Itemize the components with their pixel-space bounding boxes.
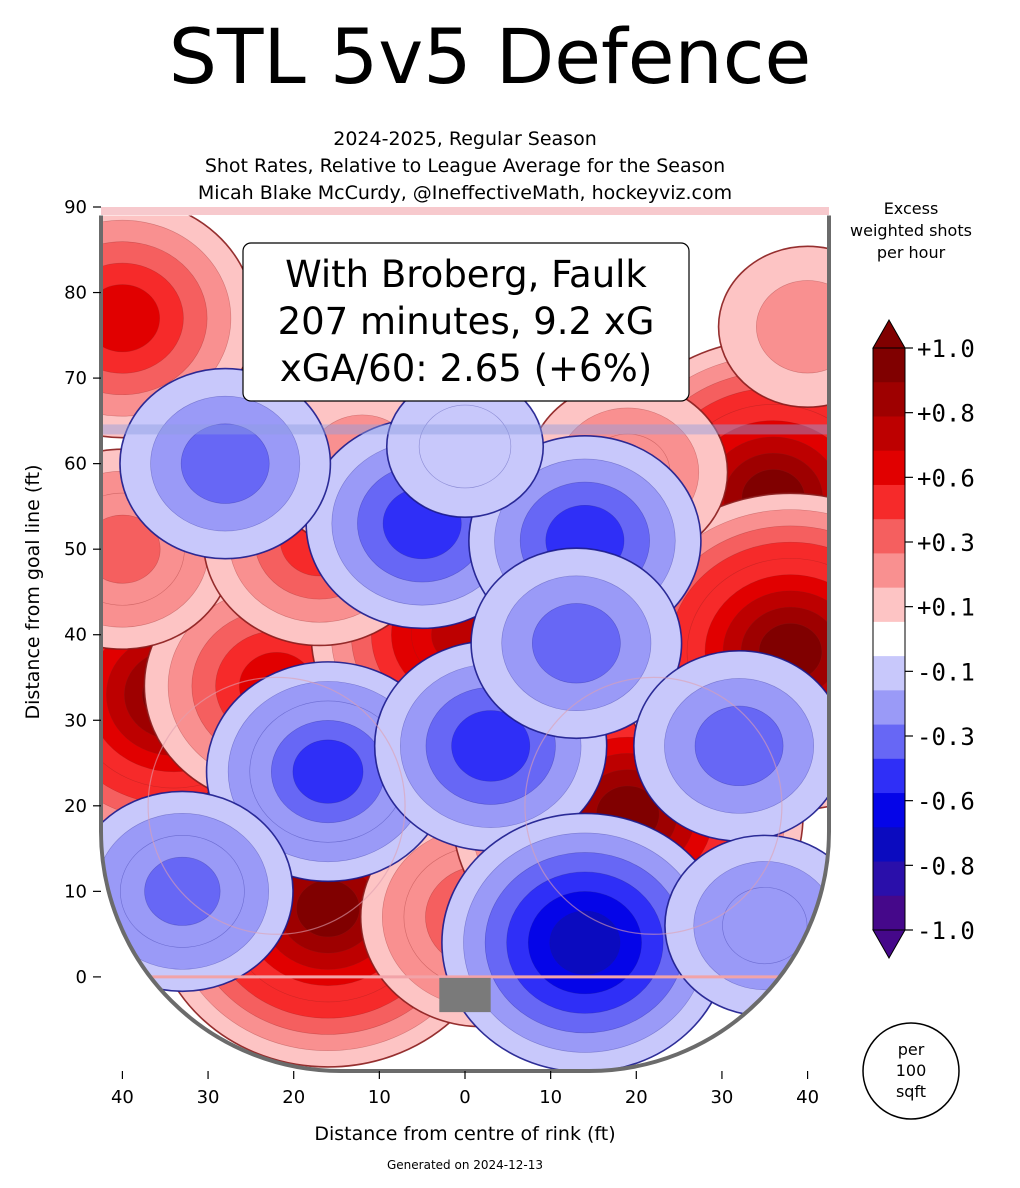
info-box-line-3: xGA/60: 2.65 (+6%) (280, 347, 652, 390)
per-area-line-1: per (898, 1040, 925, 1059)
colorbar-bottom-arrow (872, 929, 906, 960)
chart-title: STL 5v5 Defence (168, 12, 812, 101)
colorbar-title-line-2: weighted shots (850, 221, 972, 240)
colorbar-band (873, 450, 905, 486)
colorbar: Excess weighted shots per hour +1.0+0.8+… (850, 199, 975, 960)
colorbar-band (873, 621, 905, 657)
heat-contour (292, 739, 364, 804)
y-tick-label: 30 (64, 710, 87, 731)
y-tick-label: 50 (64, 539, 87, 560)
colorbar-frame (872, 347, 906, 931)
heat-spot (385, 375, 545, 519)
colorbar-band (873, 382, 905, 417)
colorbar-band (873, 519, 905, 554)
colorbar-tick-label: -0.1 (917, 658, 975, 686)
blue-line (101, 424, 829, 435)
colorbar-tick-label: +1.0 (917, 335, 975, 363)
x-tick-label: 40 (796, 1087, 819, 1108)
colorbar-tick-label: +0.6 (917, 464, 975, 492)
colorbar-band (873, 553, 905, 589)
heat-contour (144, 856, 221, 926)
colorbar-tick-label: +0.1 (917, 594, 975, 622)
heat-spot (717, 245, 829, 409)
goal-net (439, 977, 491, 1013)
colorbar-top-arrow (872, 318, 906, 349)
x-tick-label: 0 (459, 1087, 470, 1108)
heat-contour (531, 603, 621, 684)
x-tick-label: 10 (539, 1087, 562, 1108)
x-tick-label: 20 (625, 1087, 648, 1108)
y-tick-label: 80 (64, 283, 87, 304)
heat-spot (664, 834, 829, 1017)
heat-contour (101, 514, 161, 584)
y-tick-label: 40 (64, 625, 87, 646)
heat-spot (470, 547, 683, 740)
info-box-line-2: 207 minutes, 9.2 xG (278, 300, 655, 343)
x-tick-label: 40 (111, 1087, 134, 1108)
subtitle-line-2: Shot Rates, Relative to League Average f… (204, 155, 726, 177)
colorbar-band (873, 793, 905, 828)
colorbar-band (873, 758, 905, 794)
colorbar-band (873, 861, 905, 897)
colorbar-title-line-1: Excess (884, 199, 939, 218)
colorbar-band (873, 827, 905, 863)
colorbar-band (873, 656, 905, 691)
colorbar-band (873, 348, 905, 383)
colorbar-tick-label: +0.8 (917, 400, 975, 428)
y-tick-label: 20 (64, 796, 87, 817)
colorbar-band (873, 895, 905, 931)
colorbar-tick-label: +0.3 (917, 529, 975, 557)
colorbar-title-line-3: per hour (877, 243, 946, 262)
generated-footer: Generated on 2024-12-13 (387, 1158, 543, 1172)
heatmap-layer (101, 215, 829, 1072)
x-tick-label: 30 (197, 1087, 220, 1108)
colorbar-bands (872, 318, 906, 960)
left-faceoff-circle (147, 676, 406, 935)
colorbar-band (873, 587, 905, 623)
colorbar-band (873, 416, 905, 452)
info-box: With Broberg, Faulk 207 minutes, 9.2 xG … (242, 242, 690, 402)
heat-spot (633, 650, 829, 842)
heat-contour (296, 879, 360, 938)
subtitle-line-3: Micah Blake McCurdy, @IneffectiveMath, h… (197, 182, 733, 204)
heat-spot (119, 367, 332, 560)
colorbar-band (873, 724, 905, 760)
info-box-line-1: With Broberg, Faulk (285, 253, 647, 296)
y-tick-label: 90 (64, 197, 87, 218)
per-area-badge: per 100 sqft (862, 1022, 960, 1120)
per-area-line-3: sqft (896, 1082, 926, 1101)
x-tick-label: 30 (710, 1087, 733, 1108)
y-tick-label: 60 (64, 454, 87, 475)
heat-contour (694, 705, 784, 787)
colorbar-ticks: +1.0 +0.8 +0.6 +0.3 +0.1 -0.1 -0.3 -0.6 -0.8 -1.0 (905, 335, 975, 945)
x-axis-label: Distance from centre of rink (ft) (314, 1123, 615, 1145)
colorbar-tick-label: -0.6 (917, 788, 975, 816)
heat-contour (451, 710, 531, 782)
heat-contour (549, 910, 621, 975)
heat-contour (418, 404, 512, 489)
right-faceoff-circle (524, 676, 783, 935)
x-tick-label: 20 (282, 1087, 305, 1108)
colorbar-tick-label: -1.0 (917, 917, 975, 945)
y-axis-label: Distance from goal line (ft) (22, 465, 44, 720)
subtitle-line-1: 2024-2025, Regular Season (333, 128, 597, 150)
axes: 0 10 20 30 40 50 60 70 80 90 40 30 20 10 0 10 20 30 40 (64, 197, 819, 1108)
y-tick-label: 10 (64, 881, 87, 902)
per-area-line-2: 100 (896, 1061, 927, 1080)
heat-contour (101, 284, 160, 353)
colorbar-tick-label: -0.3 (917, 723, 975, 751)
colorbar-tick-label: -0.8 (917, 852, 975, 880)
heat-contour (722, 887, 808, 965)
y-tick-label: 0 (76, 967, 87, 988)
y-tick-label: 70 (64, 368, 87, 389)
x-tick-label: 10 (368, 1087, 391, 1108)
heat-contour (180, 423, 270, 504)
heat-spot (101, 790, 294, 993)
heat-contour (756, 280, 829, 374)
colorbar-band (873, 484, 905, 520)
center-red-line (101, 207, 829, 215)
colorbar-band (873, 690, 905, 726)
